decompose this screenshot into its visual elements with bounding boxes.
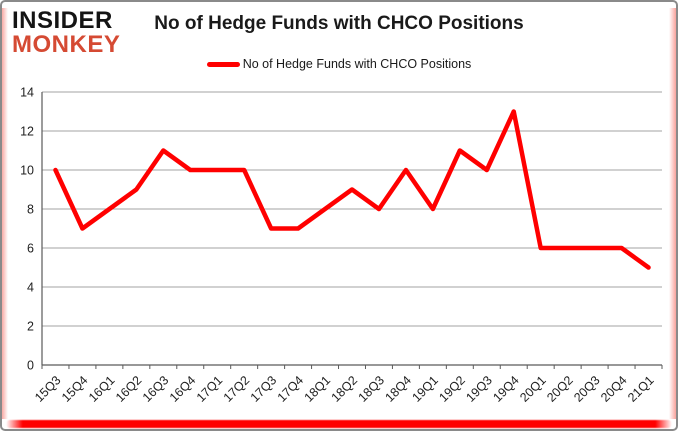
bottom-red-bar (6, 420, 672, 428)
x-tick-label: 16Q3 (140, 373, 172, 405)
x-tick-label: 16Q2 (113, 373, 145, 405)
chart-title: No of Hedge Funds with CHCO Positions (154, 13, 524, 34)
x-tick-label: 16Q1 (86, 373, 118, 405)
x-tick-label: 20Q1 (517, 373, 549, 405)
y-tick-label: 6 (27, 242, 34, 256)
logo-insider: INSIDER (12, 7, 113, 34)
y-tick-label: 0 (27, 359, 34, 373)
y-tick-label: 12 (20, 125, 34, 139)
x-tick-label: 19Q4 (490, 373, 522, 405)
y-tick-label: 8 (27, 203, 34, 217)
x-tick-label: 20Q3 (571, 373, 603, 405)
x-tick-label: 17Q1 (194, 373, 226, 405)
x-tick-label: 17Q4 (275, 373, 307, 405)
x-tick-label: 20Q4 (598, 373, 630, 405)
legend: No of Hedge Funds with CHCO Positions (2, 57, 676, 71)
y-tick-label: 2 (27, 320, 34, 334)
x-tick-label: 17Q3 (248, 373, 280, 405)
y-tick-label: 4 (27, 281, 34, 295)
x-tick-label: 19Q2 (436, 373, 468, 405)
legend-line-swatch (206, 61, 240, 67)
x-tick-label: 20Q2 (544, 373, 576, 405)
x-tick-label: 19Q3 (463, 373, 495, 405)
legend-label: No of Hedge Funds with CHCO Positions (242, 57, 472, 71)
x-tick-label: 19Q1 (409, 373, 441, 405)
x-tick-label: 18Q2 (329, 373, 361, 405)
x-tick-label: 21Q1 (625, 373, 657, 405)
x-tick-label: 18Q1 (302, 373, 334, 405)
x-tick-label: 15Q4 (59, 373, 91, 405)
insider-monkey-logo: INSIDER MONKEY (12, 9, 120, 56)
x-tick-label: 18Q4 (383, 373, 415, 405)
x-tick-label: 18Q3 (356, 373, 388, 405)
logo-monkey: MONKEY (12, 30, 121, 58)
x-tick-label: 16Q4 (167, 373, 199, 405)
series-line (53, 109, 651, 270)
y-tick-label: 10 (20, 164, 34, 178)
x-tick-label: 15Q3 (32, 373, 64, 405)
y-tick-label: 14 (20, 86, 34, 100)
x-tick-label: 17Q2 (221, 373, 253, 405)
